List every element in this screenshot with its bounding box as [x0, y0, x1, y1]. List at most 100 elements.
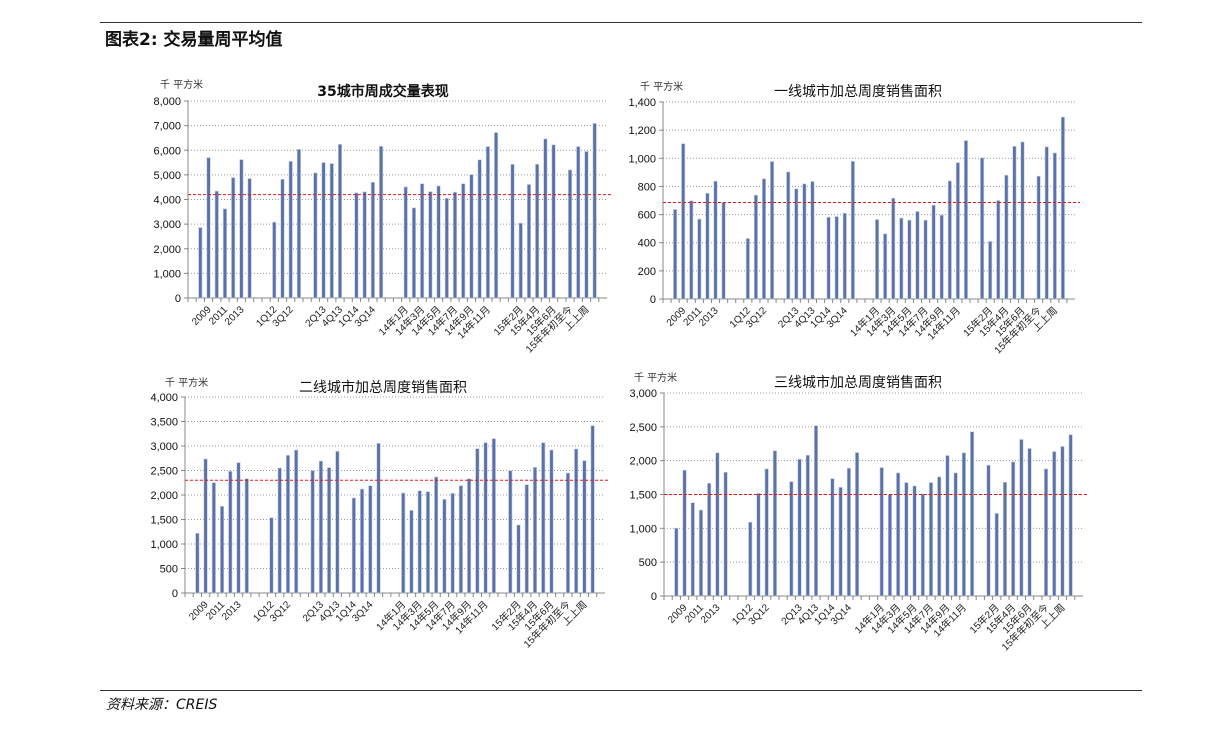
- y-tick-label: 4,000: [150, 392, 178, 404]
- bar: [491, 438, 496, 594]
- bar: [280, 179, 285, 299]
- bar: [753, 194, 758, 300]
- bar: [904, 482, 909, 597]
- y-tick-label: 1,000: [628, 153, 656, 165]
- x-tick-label: 2013: [223, 304, 247, 328]
- y-tick-label: 0: [651, 591, 657, 603]
- bar: [986, 464, 991, 597]
- y-tick-label: 200: [638, 266, 656, 278]
- bar: [994, 513, 999, 597]
- bar: [475, 448, 480, 594]
- bar: [907, 219, 912, 300]
- chart-title: 一线城市加总周度销售面积: [774, 83, 942, 100]
- bar: [494, 132, 499, 299]
- bar: [541, 442, 546, 594]
- bar: [220, 506, 225, 594]
- y-tick-label: 4,000: [153, 195, 181, 207]
- bar: [222, 208, 227, 299]
- bar: [401, 492, 406, 594]
- bar: [891, 197, 896, 300]
- bar: [745, 238, 750, 300]
- bar: [1002, 481, 1007, 597]
- chart-1: 35城市周成交量表现 千 平方米 0 1,000 2,000 3,000 4,000 5,00…: [153, 78, 612, 355]
- bar: [549, 449, 554, 594]
- bar: [1044, 468, 1049, 597]
- bar: [707, 482, 712, 597]
- bar: [1019, 439, 1024, 597]
- bar: [875, 219, 880, 300]
- bar: [551, 144, 556, 299]
- bar: [269, 517, 274, 594]
- bar: [947, 180, 952, 300]
- bar: [970, 431, 975, 597]
- y-tick-label: 5,000: [153, 170, 181, 182]
- bar: [425, 491, 430, 594]
- bar: [748, 521, 753, 597]
- bar: [568, 169, 573, 299]
- bar: [532, 467, 538, 594]
- y-tick-label: 1,400: [628, 97, 656, 109]
- bar: [420, 183, 425, 299]
- bar: [846, 467, 851, 597]
- bar: [411, 207, 416, 299]
- bar: [928, 482, 934, 597]
- y-tick-label: 1,500: [150, 515, 178, 527]
- bar: [1060, 446, 1065, 597]
- bar: [764, 468, 769, 597]
- y-tick-label: 3,500: [150, 417, 178, 429]
- bar: [955, 162, 960, 300]
- bar: [1004, 174, 1009, 300]
- bar: [516, 524, 521, 594]
- source-note: 资料来源：CREIS: [106, 697, 218, 713]
- bar: [508, 470, 513, 594]
- bar: [485, 146, 490, 299]
- bar: [826, 216, 831, 300]
- bar: [510, 163, 515, 299]
- bar: [937, 476, 942, 597]
- bar: [327, 467, 332, 594]
- y-tick-label: 0: [175, 293, 181, 305]
- bar: [674, 527, 679, 597]
- bar: [713, 180, 718, 300]
- y-tick-label: 2,000: [150, 490, 178, 502]
- bar: [805, 454, 810, 597]
- y-tick-label: 0: [172, 588, 178, 600]
- bar: [1020, 141, 1025, 300]
- bar: [689, 200, 694, 300]
- bar: [582, 460, 587, 594]
- bar: [838, 487, 843, 597]
- bar: [452, 191, 458, 299]
- bar: [961, 452, 966, 597]
- bar: [288, 161, 293, 299]
- bar: [483, 442, 488, 594]
- y-tick-label: 500: [639, 557, 657, 569]
- bar: [1036, 175, 1041, 300]
- bar: [770, 161, 775, 300]
- chart-4: 三线城市加总周度销售面积 千 平方米 0 500 1,000 1,500 2,000 2,50…: [629, 371, 1088, 653]
- bar: [543, 138, 548, 299]
- bar: [953, 472, 958, 597]
- bar: [442, 499, 447, 594]
- bar: [417, 490, 422, 594]
- bar: [469, 174, 474, 299]
- bar: [899, 217, 904, 300]
- bar: [988, 241, 993, 300]
- y-tick-label: 2,000: [153, 244, 181, 256]
- bar: [362, 191, 367, 299]
- bar: [318, 460, 323, 594]
- bar: [436, 185, 441, 299]
- chart-title: 三线城市加总周度销售面积: [774, 374, 942, 391]
- chart-title: 二线城市加总周度销售面积: [299, 379, 467, 396]
- bar: [963, 140, 968, 300]
- bar: [920, 493, 925, 597]
- bar: [450, 493, 455, 594]
- y-tick-label: 1,000: [629, 523, 657, 535]
- y-tick-label: 6,000: [153, 145, 181, 157]
- bar: [1052, 152, 1057, 300]
- x-tick-label: 2013: [220, 599, 244, 623]
- bar: [673, 209, 678, 300]
- bar: [236, 462, 241, 594]
- bar: [723, 471, 728, 597]
- bar: [939, 214, 944, 300]
- top-rule: [100, 22, 1142, 23]
